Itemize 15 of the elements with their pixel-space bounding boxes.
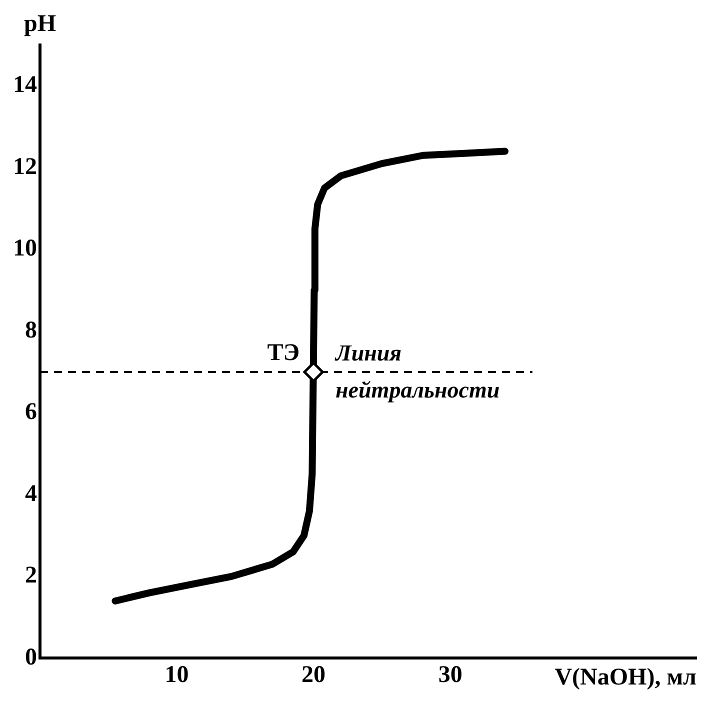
y-tick-label: 4 (25, 480, 37, 507)
y-tick-label: 14 (13, 72, 37, 98)
y-tick-label: 10 (13, 236, 37, 262)
y-tick-label: 6 (25, 399, 37, 426)
x-axis-title: V(NaOH), мл (554, 664, 696, 690)
x-tick-label: 20 (302, 662, 326, 688)
y-tick-label: 2 (25, 562, 37, 589)
y-tick-label: 8 (25, 317, 37, 344)
x-tick-label: 10 (164, 662, 189, 688)
y-axis-title: pH (24, 11, 56, 38)
ref-line-label: Линия нейтральности (334, 340, 500, 402)
y-tick-label: 12 (13, 154, 37, 180)
x-tick-label: 30 (438, 662, 462, 688)
annotation: ТЭ (267, 340, 300, 366)
y-tick-label: 0 (25, 644, 37, 670)
